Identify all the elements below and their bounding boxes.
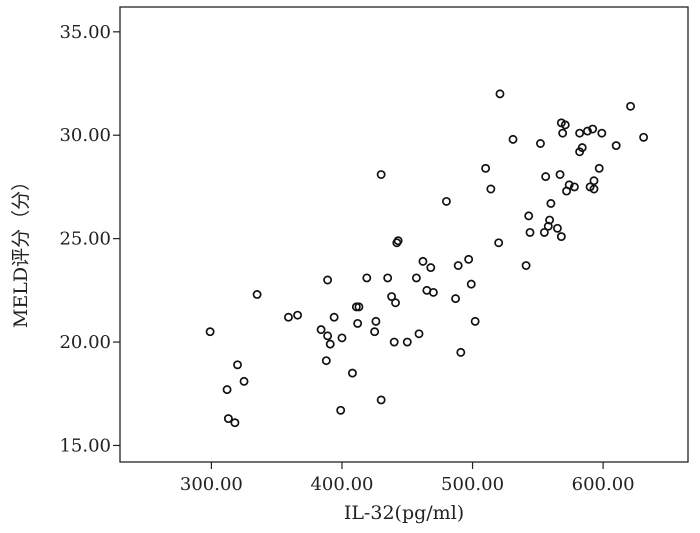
data-point: [391, 298, 400, 308]
data-point: [418, 256, 428, 266]
data-point: [347, 368, 357, 378]
data-point: [546, 199, 556, 208]
data-point: [626, 101, 635, 111]
data-point: [536, 139, 545, 148]
data-point: [336, 405, 346, 415]
data-point: [323, 275, 333, 285]
data-point: [569, 182, 579, 192]
data-point: [470, 316, 480, 326]
data-point: [451, 294, 461, 304]
x-tick-label: 500.00: [441, 474, 504, 495]
data-point: [387, 292, 397, 301]
data-point: [589, 176, 599, 186]
data-point: [639, 132, 649, 142]
data-point: [376, 170, 386, 179]
data-point: [233, 360, 242, 370]
data-point: [337, 333, 347, 343]
data-point: [325, 339, 335, 349]
data-point: [541, 172, 551, 182]
y-axis-title: MELD评分（分）: [10, 172, 32, 328]
data-point: [239, 376, 249, 386]
data-point: [508, 134, 518, 144]
data-point: [539, 227, 549, 237]
data-point: [362, 273, 372, 283]
data-point: [524, 211, 534, 221]
data-point: [588, 124, 598, 134]
data-point: [597, 128, 607, 138]
data-point: [466, 279, 476, 289]
x-tick-label: 400.00: [310, 474, 373, 495]
data-point: [441, 196, 451, 206]
data-point: [376, 395, 386, 405]
y-tick-label: 35.00: [59, 22, 111, 43]
data-point: [525, 227, 535, 237]
data-point: [611, 141, 621, 151]
data-points: [205, 89, 649, 428]
data-point: [321, 356, 331, 366]
data-point: [222, 385, 232, 395]
data-point: [560, 120, 570, 130]
data-point: [230, 418, 240, 428]
data-point: [453, 261, 463, 270]
data-point: [486, 184, 496, 194]
data-point: [393, 236, 403, 246]
data-point: [329, 312, 339, 322]
data-point: [323, 331, 333, 341]
data-point: [456, 347, 466, 357]
data-point: [283, 312, 293, 322]
data-point: [556, 232, 566, 242]
data-point: [481, 163, 491, 173]
data-point: [428, 287, 438, 297]
data-point: [354, 302, 364, 312]
data-point: [353, 318, 363, 328]
x-axis: 300.00 400.00 500.00 600.00: [180, 462, 635, 495]
data-point: [411, 273, 421, 283]
y-axis: 15.00 20.00 25.00 30.00 35.00: [59, 22, 120, 456]
data-point: [252, 290, 262, 299]
data-point: [594, 163, 604, 173]
data-point: [389, 337, 399, 347]
x-tick-label: 300.00: [180, 474, 243, 495]
y-tick-label: 25.00: [59, 229, 111, 250]
data-point: [223, 414, 233, 424]
data-point: [558, 128, 568, 138]
data-point: [464, 254, 474, 264]
data-point: [370, 327, 380, 337]
data-point: [205, 327, 215, 337]
data-point: [426, 263, 436, 273]
data-point: [371, 316, 381, 326]
data-point: [583, 126, 592, 136]
data-point: [521, 261, 531, 270]
data-point: [575, 128, 585, 138]
data-point: [564, 180, 574, 190]
y-tick-label: 15.00: [59, 435, 111, 456]
data-point: [383, 273, 393, 283]
data-point: [494, 238, 504, 248]
x-axis-title: IL-32(pg/ml): [344, 502, 464, 524]
y-tick-label: 20.00: [59, 332, 111, 353]
data-point: [555, 170, 565, 179]
data-point: [589, 184, 599, 194]
data-point: [293, 310, 303, 320]
data-point: [545, 215, 555, 225]
data-point: [402, 337, 412, 347]
data-point: [552, 223, 562, 233]
plot-frame: [119, 6, 689, 463]
data-point: [316, 325, 326, 335]
data-point: [577, 143, 587, 153]
x-tick-label: 600.00: [572, 474, 635, 495]
data-point: [414, 329, 424, 339]
data-point: [495, 89, 505, 99]
y-tick-label: 30.00: [59, 125, 111, 146]
